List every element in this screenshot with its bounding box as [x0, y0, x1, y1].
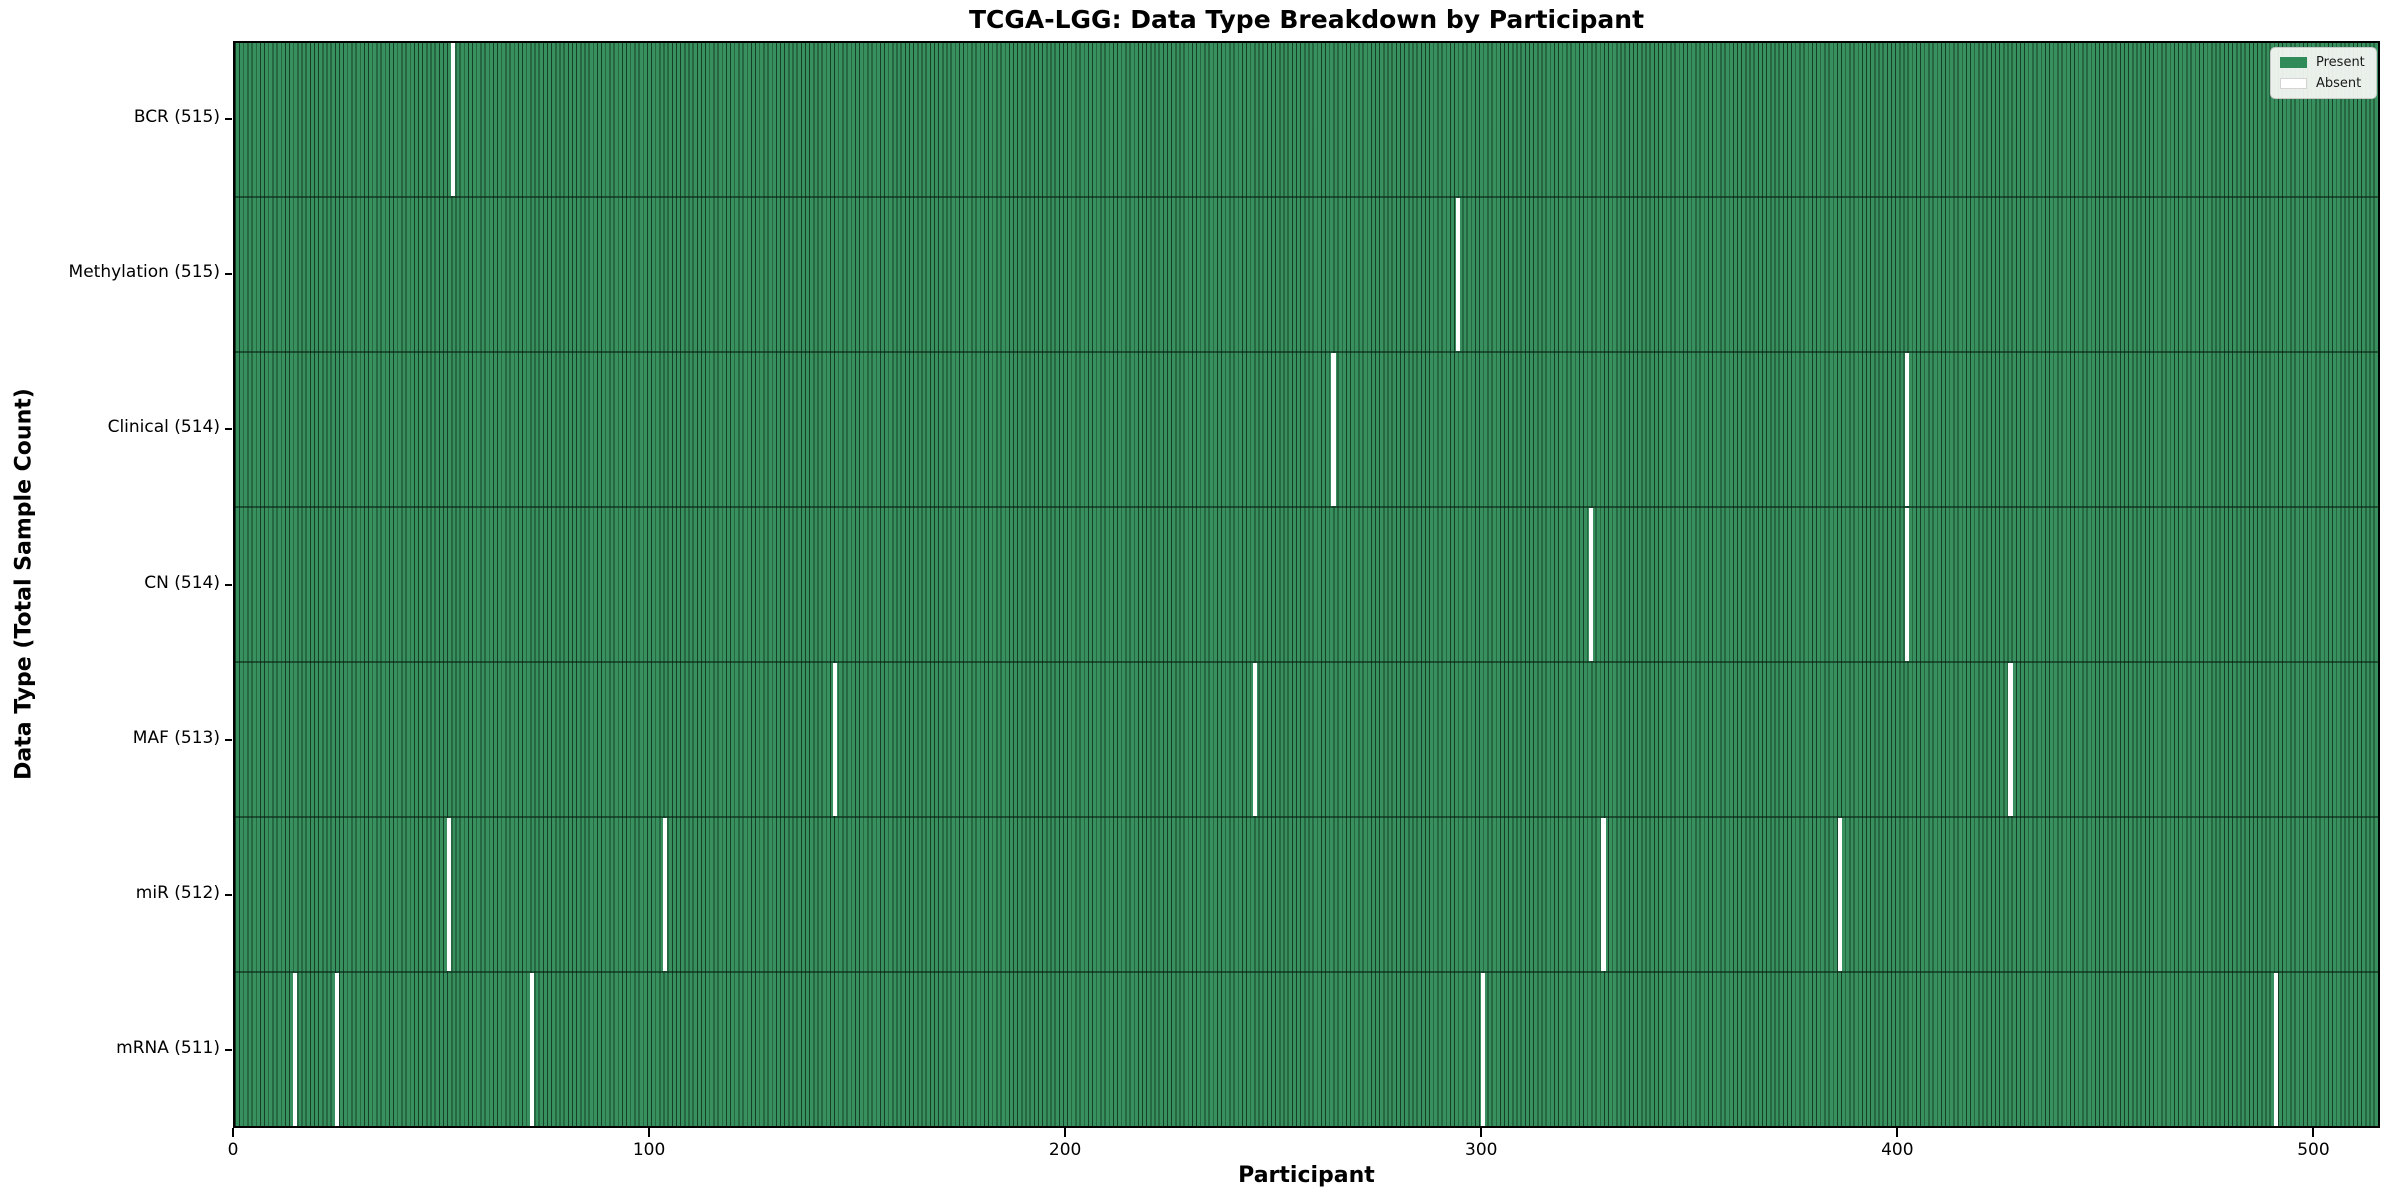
heatmap-row-methylation — [235, 196, 2378, 351]
x-axis-tick — [648, 1128, 651, 1137]
legend-entry-present: Present — [2280, 55, 2367, 70]
x-axis-tick — [232, 1128, 234, 1137]
absent-gap — [2008, 663, 2013, 816]
y-axis-tick — [225, 738, 232, 741]
y-axis-tick — [225, 1049, 232, 1052]
legend: Present Absent — [2270, 47, 2377, 99]
absent-gap — [1252, 663, 1257, 816]
present-swatch-icon — [2280, 57, 2307, 68]
y-tick-label: MAF (513) — [132, 727, 220, 748]
x-tick-label: 500 — [2297, 1140, 2330, 1160]
absent-gap — [833, 663, 838, 816]
absent-gap — [2274, 973, 2279, 1126]
absent-gap — [446, 818, 451, 971]
y-tick-label: BCR (515) — [133, 106, 220, 127]
x-axis-label: Participant — [1238, 1163, 1375, 1188]
y-tick-label: mRNA (511) — [116, 1038, 220, 1059]
heatmap-row-bcr — [235, 43, 2378, 196]
legend-entry-absent: Absent — [2280, 76, 2367, 91]
heatmap-row-clinical — [235, 351, 2378, 506]
x-tick-label: 200 — [1048, 1140, 1082, 1160]
y-tick-label: miR (512) — [135, 883, 220, 904]
absent-gap — [1456, 198, 1461, 351]
absent-gap — [1904, 508, 1909, 661]
heatmap-row-mrna — [235, 971, 2378, 1126]
x-axis-tick — [2312, 1128, 2315, 1137]
absent-gap — [529, 973, 534, 1126]
y-tick-label: CN (514) — [144, 572, 220, 593]
y-axis-tick — [225, 583, 232, 586]
plot-area — [233, 41, 2380, 1128]
absent-gap — [662, 818, 667, 971]
x-axis-tick — [1064, 1128, 1067, 1137]
y-tick-label: Clinical (514) — [107, 417, 220, 438]
absent-gap — [1480, 973, 1486, 1126]
absent-gap — [334, 973, 339, 1126]
legend-label-absent: Absent — [2316, 76, 2362, 91]
y-axis-tick — [225, 117, 232, 120]
y-axis-tick — [225, 428, 232, 431]
absent-gap — [293, 973, 298, 1126]
heatmap-row-maf — [235, 661, 2378, 816]
x-axis-tick — [1480, 1128, 1483, 1137]
x-tick-label: 400 — [1881, 1140, 1914, 1160]
x-tick-label: 100 — [632, 1140, 666, 1160]
x-tick-label: 0 — [227, 1140, 239, 1160]
heatmap-row-cn — [235, 506, 2378, 661]
x-axis-tick — [1896, 1128, 1899, 1137]
absent-gap — [1331, 353, 1336, 506]
y-axis-tick — [225, 894, 232, 897]
heatmap-row-mir — [235, 816, 2378, 971]
y-tick-label: Methylation (515) — [68, 261, 220, 282]
legend-label-present: Present — [2316, 55, 2365, 70]
x-tick-label: 300 — [1465, 1140, 1498, 1160]
absent-gap — [1838, 818, 1843, 971]
chart-title: TCGA-LGG: Data Type Breakdown by Partici… — [968, 5, 1645, 34]
absent-gap — [450, 43, 456, 196]
y-axis-label: Data Type (Total Sample Count) — [11, 388, 37, 780]
absent-gap — [1588, 508, 1594, 661]
absent-gap — [1904, 353, 1909, 506]
absent-swatch-icon — [2280, 78, 2307, 89]
absent-gap — [1601, 818, 1606, 971]
y-axis-tick — [225, 272, 232, 275]
